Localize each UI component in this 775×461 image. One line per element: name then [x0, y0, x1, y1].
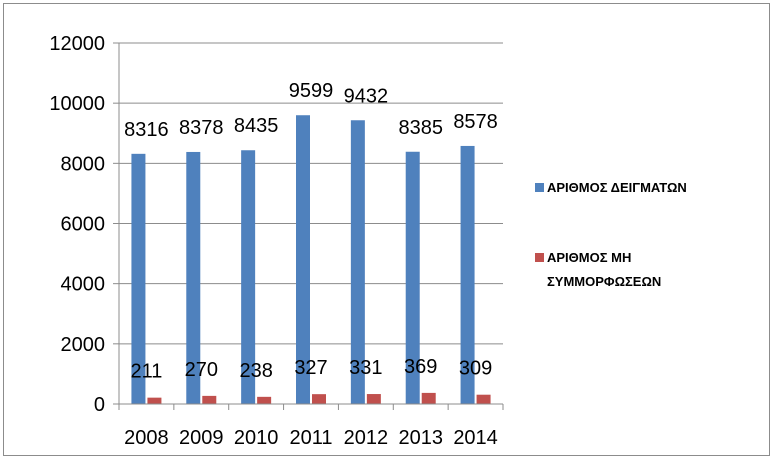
- bar-samples-2012: [350, 120, 365, 404]
- bar-noncompliance-2013: [421, 392, 436, 404]
- x-tick-label-2008: 2008: [124, 427, 169, 449]
- data-label-samples-2010: 8435: [234, 115, 279, 137]
- y-tick-label-0: 0: [94, 394, 105, 416]
- bar-noncompliance-2010: [257, 396, 272, 404]
- x-tick-label-2013: 2013: [398, 427, 443, 449]
- bar-samples-2009: [186, 151, 201, 404]
- x-tick-label-2010: 2010: [234, 427, 279, 449]
- data-label-noncompliance-2010: 238: [239, 360, 272, 382]
- bar-noncompliance-2008: [147, 397, 162, 404]
- data-label-samples-2013: 8385: [398, 117, 443, 139]
- data-label-samples-2011: 9599: [289, 80, 334, 102]
- x-tick-label-2011: 2011: [289, 427, 332, 449]
- x-tick-label-2012: 2012: [344, 427, 389, 449]
- bar-samples-2014: [460, 145, 475, 404]
- bar-samples-2008: [131, 153, 146, 404]
- x-axis-ticks: 2008 2009 2010 2011 2012 2013 2014: [124, 427, 498, 449]
- data-label-samples-2014: 8578: [453, 111, 498, 133]
- data-label-samples-2012: 9432: [344, 85, 389, 107]
- legend: ΑΡΙΘΜΟΣ ΔΕΙΓΜΑΤΩΝ ΑΡΙΘΜΟΣ ΜΗ ΣΥΜΜΟΡΦΩΣΕΩΝ: [535, 180, 687, 289]
- bar-noncompliance-2014: [476, 394, 491, 404]
- bars: [131, 115, 491, 405]
- bar-noncompliance-2011: [312, 394, 326, 404]
- legend-swatch-noncompliance: [535, 253, 544, 262]
- data-label-samples-2008: 8316: [124, 119, 169, 141]
- axes: [113, 42, 504, 410]
- bar-samples-2013: [405, 151, 420, 404]
- y-tick-label-4000: 4000: [61, 274, 106, 296]
- y-axis-ticks: 0 2000 4000 6000 8000 10000 12000: [49, 33, 105, 416]
- y-tick-label-8000: 8000: [61, 153, 106, 175]
- legend-swatch-samples: [535, 183, 544, 192]
- data-label-samples-2009: 8378: [179, 117, 224, 139]
- gridlines: [119, 42, 503, 345]
- bar-samples-2010: [241, 150, 256, 404]
- y-tick-label-6000: 6000: [61, 214, 106, 236]
- data-label-noncompliance-2008: 211: [130, 361, 162, 383]
- data-label-noncompliance-2014: 309: [459, 358, 492, 380]
- data-label-noncompliance-2012: 331: [349, 357, 382, 379]
- bar-noncompliance-2012: [366, 394, 381, 404]
- data-label-noncompliance-2013: 369: [404, 356, 437, 378]
- legend-label-samples: ΑΡΙΘΜΟΣ ΔΕΙΓΜΑΤΩΝ: [547, 180, 687, 195]
- y-tick-label-12000: 12000: [49, 33, 105, 55]
- bar-noncompliance-2009: [202, 395, 217, 404]
- data-label-noncompliance-2011: 327: [294, 357, 327, 379]
- x-tick-label-2009: 2009: [179, 427, 224, 449]
- legend-label-noncompliance: ΑΡΙΘΜΟΣ ΜΗ ΣΥΜΜΟΡΦΩΣΕΩΝ: [547, 250, 661, 289]
- x-tick-label-2014: 2014: [453, 427, 498, 449]
- data-label-noncompliance-2009: 270: [185, 359, 218, 381]
- y-tick-label-10000: 10000: [49, 93, 105, 115]
- y-tick-label-2000: 2000: [61, 334, 106, 356]
- data-labels: 8316 211 8378 270 8435 238 9599 327 9432 331 8385 3…: [124, 80, 498, 382]
- chart-frame: [3, 3, 770, 456]
- bar-samples-2011: [296, 115, 310, 405]
